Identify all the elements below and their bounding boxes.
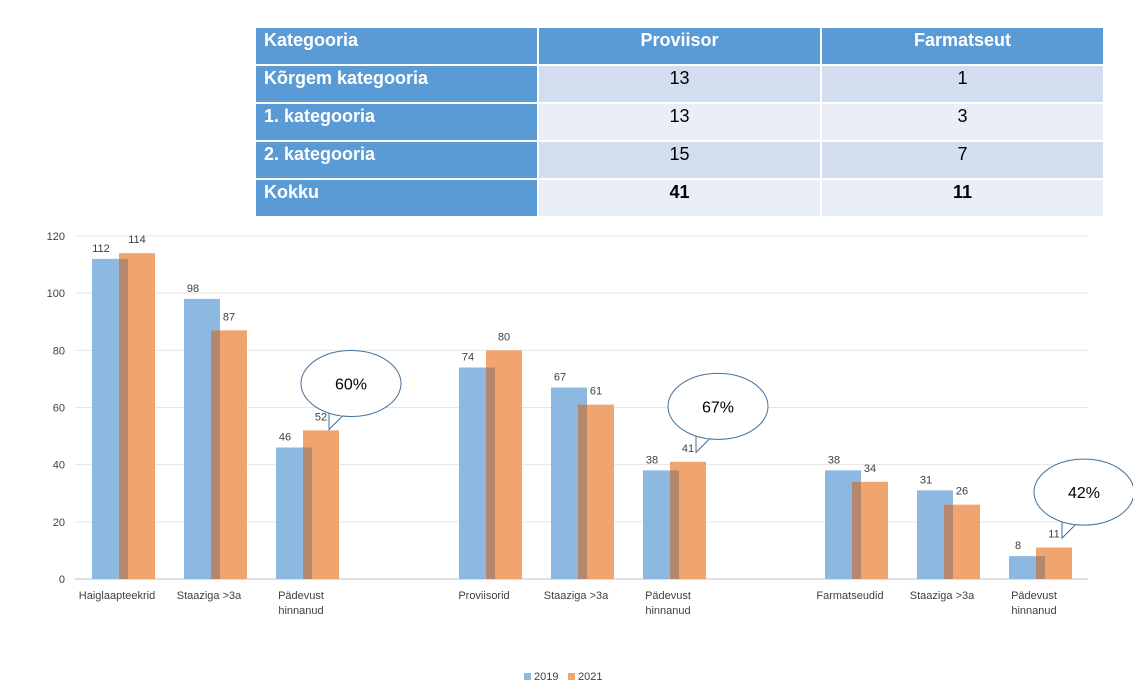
data-label: 112	[92, 243, 110, 255]
category-label: Pädevust	[278, 590, 324, 602]
data-label: 114	[128, 234, 146, 246]
data-label: 87	[223, 311, 235, 323]
callout-seam	[1062, 516, 1076, 525]
callout-bubble: 60%	[300, 350, 402, 431]
table-row-total: Kokku 41 11	[254, 178, 1105, 218]
callout-text: 42%	[1068, 485, 1100, 502]
bar-overlap	[670, 470, 679, 579]
data-label: 80	[498, 331, 510, 343]
bar-overlap	[486, 367, 495, 579]
table-header-row: Kategooria Proviisor Farmatseut	[254, 26, 1105, 66]
category-label: hinnanud	[278, 605, 323, 617]
proviisor-cell: 41	[537, 178, 822, 218]
category-label: Pädevust	[645, 590, 691, 602]
row-label: Kokku	[254, 178, 539, 218]
proviisor-cell: 15	[537, 140, 822, 180]
y-tick-label: 0	[59, 574, 65, 586]
bar-overlap	[211, 330, 220, 579]
y-tick-label: 100	[47, 288, 65, 300]
category-label: Staaziga >3a	[910, 590, 975, 602]
proviisor-cell: 13	[537, 102, 822, 142]
header-kategooria: Kategooria	[254, 26, 539, 66]
legend-label: 2019	[534, 671, 558, 683]
category-label: Proviisorid	[458, 590, 509, 602]
category-label: hinnanud	[645, 605, 690, 617]
data-label: 8	[1015, 540, 1021, 552]
category-label: Staaziga >3a	[544, 590, 609, 602]
data-label: 31	[920, 474, 932, 486]
table-row: 2. kategooria 15 7	[254, 140, 1105, 180]
callout-bubble: 67%	[667, 372, 769, 454]
bar-overlap	[944, 504, 953, 579]
category-label: Pädevust	[1011, 590, 1057, 602]
table-row: 1. kategooria 13 3	[254, 102, 1105, 142]
callout-seam	[696, 430, 710, 439]
callout-ellipse	[667, 372, 769, 440]
callout-text: 67%	[702, 399, 734, 416]
category-table: Kategooria Proviisor Farmatseut Kõrgem k…	[254, 26, 1105, 218]
callout-ellipse	[1033, 458, 1133, 526]
callout-text: 60%	[335, 377, 367, 394]
data-label: 38	[646, 454, 658, 466]
data-label: 34	[864, 463, 876, 475]
farmatseut-cell: 11	[820, 178, 1105, 218]
y-tick-label: 120	[47, 231, 65, 243]
table-row: Kõrgem kategooria 13 1	[254, 64, 1105, 104]
data-label: 61	[590, 386, 602, 398]
farmatseut-cell: 3	[820, 102, 1105, 142]
bar-overlap	[1036, 556, 1045, 579]
data-label: 52	[315, 411, 327, 423]
category-label: hinnanud	[1011, 605, 1056, 617]
category-label: Haiglaapteekrid	[79, 590, 155, 602]
callout-seam	[329, 408, 343, 416]
data-label: 74	[462, 351, 474, 363]
header-farmatseut: Farmatseut	[820, 26, 1105, 66]
farmatseut-cell: 7	[820, 140, 1105, 180]
bar-overlap	[303, 447, 312, 579]
data-label: 67	[554, 371, 566, 383]
legend-swatch-2019	[524, 673, 531, 680]
row-label: 1. kategooria	[254, 102, 539, 142]
farmatseut-cell: 1	[820, 64, 1105, 104]
bar-overlap	[852, 481, 861, 579]
header-proviisor: Proviisor	[537, 26, 822, 66]
bar-overlap	[578, 404, 587, 579]
category-label: Staaziga >3a	[177, 590, 242, 602]
data-label: 38	[828, 454, 840, 466]
y-tick-label: 20	[53, 517, 65, 529]
callout-bubble: 42%	[1033, 458, 1133, 540]
data-label: 46	[279, 432, 291, 444]
callout-ellipse	[300, 350, 402, 418]
y-tick-label: 40	[53, 460, 65, 472]
data-label: 11	[1048, 529, 1059, 541]
category-label: Farmatseudid	[816, 590, 883, 602]
bar-overlap	[119, 258, 128, 579]
y-tick-label: 80	[53, 345, 65, 357]
data-label: 26	[956, 486, 968, 498]
data-label: 41	[682, 443, 694, 455]
legend-label: 2021	[578, 671, 602, 683]
proviisor-cell: 13	[537, 64, 822, 104]
row-label: Kõrgem kategooria	[254, 64, 539, 104]
legend-swatch-2021	[568, 673, 575, 680]
data-label: 98	[187, 283, 199, 295]
row-label: 2. kategooria	[254, 140, 539, 180]
y-tick-label: 60	[53, 403, 65, 415]
